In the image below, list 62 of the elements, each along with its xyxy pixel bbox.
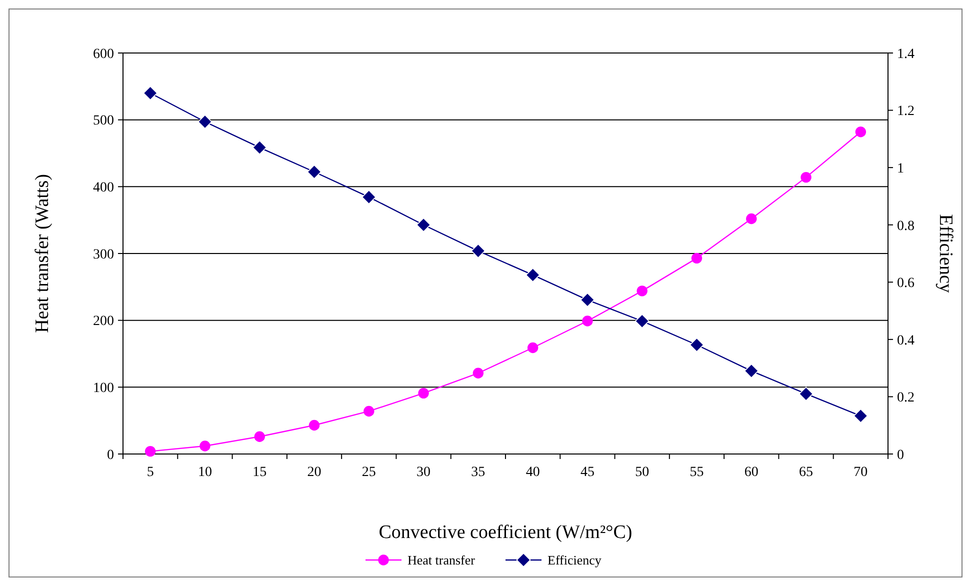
y-tick-label: 200	[93, 314, 114, 330]
y-tick-label: 600	[93, 46, 114, 62]
x-tick-label: 25	[362, 465, 376, 480]
y-tick-label: 0	[107, 448, 114, 463]
point	[254, 431, 265, 442]
x-tick-label: 30	[416, 465, 431, 480]
point	[418, 388, 429, 399]
y-tick-label: 100	[93, 381, 114, 396]
y2-tick-label: 0.2	[897, 390, 914, 406]
point	[364, 406, 374, 417]
y2-tick-label: 0	[897, 448, 904, 463]
y2-tick-label: 1.2	[897, 104, 914, 120]
point	[362, 190, 376, 204]
y2-tick-label: 0.6	[897, 276, 914, 292]
point	[636, 286, 648, 296]
y2-axis-title: Efficiency	[935, 214, 956, 294]
legend-label: Heat transfer	[408, 552, 476, 568]
point	[472, 368, 484, 378]
x-tick-label: 35	[471, 465, 486, 480]
x-tick-label: 5	[146, 465, 154, 480]
point	[307, 164, 322, 179]
point	[143, 86, 158, 100]
y2-tick-label: 0.8	[897, 218, 914, 234]
y-axis-title: Heat transfer (Watts)	[32, 174, 53, 333]
point	[252, 140, 267, 155]
point	[198, 114, 212, 129]
point	[854, 408, 868, 424]
y2-tick-label: 1	[897, 161, 904, 176]
point	[527, 342, 538, 354]
x-tick-label: 45	[580, 465, 594, 480]
x-tick-label: 15	[252, 465, 267, 480]
point	[471, 244, 486, 258]
y2-tick-label: 0.4	[897, 333, 914, 348]
point	[855, 126, 866, 138]
point	[746, 213, 757, 224]
x-tick-label: 20	[307, 465, 322, 480]
point	[800, 172, 812, 183]
y-tick-label: 400	[93, 180, 114, 196]
y-tick-label: 300	[93, 247, 114, 262]
legend-label: Efficiency	[548, 552, 602, 568]
point	[200, 440, 210, 452]
x-tick-label: 60	[744, 465, 758, 480]
x-tick-label: 10	[198, 465, 212, 480]
point	[691, 252, 702, 264]
x-tick-label: 40	[526, 465, 540, 480]
point	[580, 292, 595, 308]
point	[582, 316, 593, 326]
point	[144, 446, 156, 457]
y2-tick-label: 1.4	[897, 46, 914, 62]
point	[690, 338, 704, 352]
x-tick-label: 70	[854, 465, 868, 480]
point	[798, 386, 814, 401]
point	[635, 314, 650, 328]
point	[526, 268, 540, 282]
y-tick-label: 500	[93, 114, 114, 129]
x-axis-title: Convective coefficient (W/m²°C)	[378, 522, 632, 543]
point	[416, 218, 431, 232]
x-tick-label: 65	[799, 465, 814, 480]
x-tick-label: 50	[635, 465, 650, 480]
point	[744, 364, 758, 378]
x-tick-label: 55	[690, 465, 704, 480]
point	[308, 420, 320, 431]
